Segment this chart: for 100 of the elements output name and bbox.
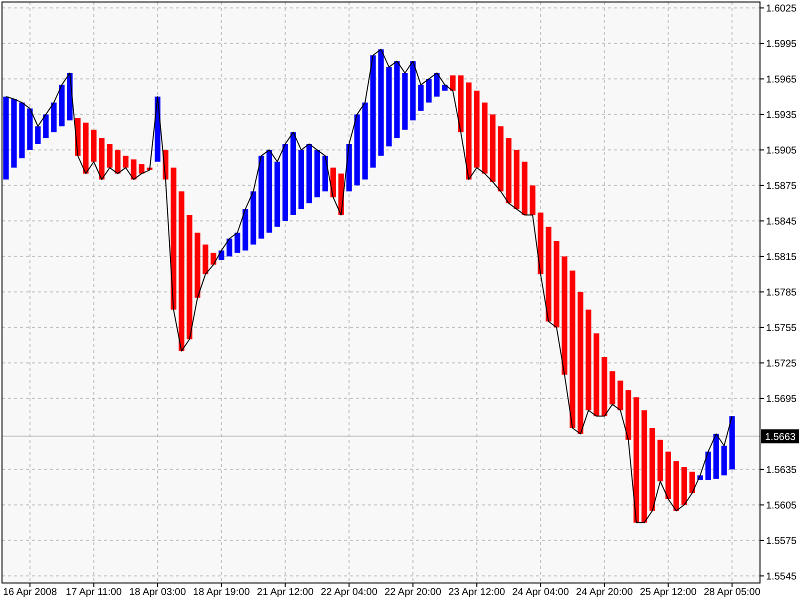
y-tick-label: 1.5965 xyxy=(766,74,798,86)
bar xyxy=(346,144,352,192)
bar xyxy=(729,416,735,470)
bar xyxy=(266,150,272,233)
bar xyxy=(170,168,176,310)
bar xyxy=(250,191,256,245)
y-tick-label: 1.5755 xyxy=(766,322,798,334)
bar xyxy=(634,397,640,523)
line-series xyxy=(5,48,733,524)
bar xyxy=(530,185,536,215)
bar xyxy=(689,472,695,494)
bar xyxy=(194,232,200,298)
y-tick-label: 1.5995 xyxy=(766,38,798,50)
bar xyxy=(713,434,719,479)
bar xyxy=(378,49,384,156)
y-tick-label: 1.5575 xyxy=(766,536,798,547)
bar xyxy=(43,114,49,138)
bar xyxy=(562,256,568,375)
bar xyxy=(306,144,312,204)
bar xyxy=(274,162,280,227)
bar xyxy=(178,191,184,352)
y-tick-label: 1.5905 xyxy=(766,145,798,156)
bar xyxy=(186,214,192,340)
bar xyxy=(3,96,9,180)
x-tick-label: 24 Apr 20:00 xyxy=(576,587,634,598)
bar xyxy=(665,452,672,499)
y-tick-label: 1.5935 xyxy=(766,110,798,121)
bar xyxy=(202,244,208,274)
bar xyxy=(138,164,144,174)
bar xyxy=(330,168,336,198)
bar xyxy=(51,102,57,132)
y-tick-label: 1.5845 xyxy=(766,216,798,228)
bar xyxy=(506,138,512,204)
bar xyxy=(418,84,424,111)
y-tick-label: 1.5785 xyxy=(766,287,798,298)
bar xyxy=(370,55,376,168)
bar xyxy=(546,226,552,322)
y-tick-label: 1.5725 xyxy=(766,358,798,370)
y-tick-label: 1.5545 xyxy=(766,571,798,582)
x-tick-label: 22 Apr 20:00 xyxy=(384,587,442,598)
bar xyxy=(354,114,360,186)
bar xyxy=(114,150,120,174)
bar xyxy=(490,114,496,182)
bar xyxy=(402,73,408,130)
bar xyxy=(434,73,440,97)
bar xyxy=(290,132,296,215)
bar xyxy=(618,380,624,410)
bar xyxy=(426,78,432,103)
x-tick-label: 18 Apr 03:00 xyxy=(129,587,186,598)
bar xyxy=(410,61,416,120)
bar xyxy=(106,144,113,168)
y-tick-label: 1.5815 xyxy=(766,252,798,263)
bar xyxy=(482,102,488,174)
x-tick-label: 16 Apr 2008 xyxy=(2,587,58,598)
bar xyxy=(27,108,33,150)
bar xyxy=(649,428,656,511)
bar xyxy=(226,238,232,256)
bar xyxy=(362,102,368,180)
bar xyxy=(522,162,528,215)
bar xyxy=(514,150,520,210)
x-tick-label: 24 Apr 04:00 xyxy=(512,587,570,598)
bar xyxy=(594,333,600,416)
ref-line-label: 1.5663 xyxy=(765,432,796,443)
bar xyxy=(394,61,400,138)
bar xyxy=(258,156,264,239)
bar xyxy=(626,390,632,440)
bar xyxy=(234,232,240,253)
bar xyxy=(282,144,288,221)
bar xyxy=(673,461,680,511)
bar xyxy=(98,138,105,180)
bar xyxy=(538,212,544,274)
bar xyxy=(314,150,320,198)
x-tick-label: 18 Apr 19:00 xyxy=(193,587,250,598)
x-tick-label: 17 Apr 11:00 xyxy=(66,587,122,598)
bar xyxy=(570,270,576,428)
bar xyxy=(578,292,584,434)
bar xyxy=(610,371,616,404)
bar xyxy=(458,75,464,132)
bar xyxy=(498,126,504,192)
bar xyxy=(681,467,687,505)
y-tick-label: 1.5695 xyxy=(766,394,798,405)
bar xyxy=(90,130,97,162)
bar xyxy=(721,446,727,476)
bar xyxy=(19,102,25,158)
x-tick-label: 23 Apr 12:00 xyxy=(448,587,506,598)
bar xyxy=(466,82,472,180)
bar xyxy=(657,440,664,482)
bar xyxy=(130,159,136,180)
bar xyxy=(474,90,480,168)
x-tick-label: 25 Apr 12:00 xyxy=(640,587,698,598)
x-tick-label: 28 Apr 05:00 xyxy=(704,587,761,598)
bar xyxy=(554,241,560,328)
bar xyxy=(35,126,41,144)
x-tick-label: 21 Apr 12:00 xyxy=(256,587,314,598)
bar xyxy=(242,209,248,250)
y-tick-label: 1.5635 xyxy=(766,464,798,476)
bar xyxy=(11,99,17,168)
bar xyxy=(298,150,304,210)
bar xyxy=(642,410,648,523)
bar xyxy=(82,122,89,174)
